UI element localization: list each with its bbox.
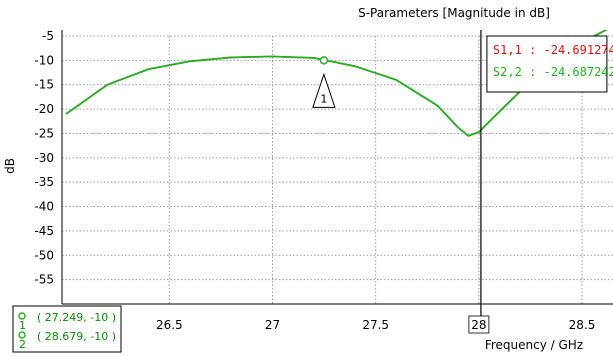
marker-flag[interactable] [312, 72, 336, 108]
readout-frame [486, 35, 608, 93]
marker-legend-icon [18, 331, 26, 339]
y-tick-label: -15 [34, 78, 54, 92]
marker-legend-frame [12, 305, 122, 353]
y-tick-label: -50 [34, 248, 54, 262]
y-tick-label: -10 [34, 53, 54, 67]
grid-lines [62, 35, 613, 304]
marker-point[interactable] [319, 56, 329, 65]
y-axis-label: dB [3, 158, 17, 174]
cursor-readout-text: S2,2 : -24.687242 [493, 65, 613, 79]
marker-legend-number: 2 [19, 338, 26, 351]
marker-flag-label: 1 [320, 92, 327, 105]
plot-frame [61, 30, 613, 305]
y-tick-label: -20 [34, 102, 54, 116]
y-tick-label: -25 [34, 126, 54, 140]
marker-legend-text: ( 28.679, -10 ) [37, 330, 116, 343]
chart-title: S-Parameters [Magnitude in dB] [358, 6, 550, 20]
x-axis-label: Frequency / GHz [485, 338, 583, 352]
marker-layer[interactable]: 1 [312, 56, 336, 108]
marker-legend-box: 1 ( 27.249, -10 ) 2 ( 28.679, -10 ) [12, 305, 122, 353]
y-tick-label: -30 [34, 151, 54, 165]
y-tick-label: -55 [34, 273, 54, 287]
x-tick-label: 27 [265, 318, 280, 332]
tick-labels: -5 -10 -15 -20 -25 -30 -35 -40 -45 -50 -55 26.5 27 27… [34, 29, 596, 334]
y-tick-label: -45 [34, 224, 54, 238]
cursor-x-label-box [468, 315, 490, 334]
marker-legend-number: 1 [19, 319, 26, 332]
marker-legend-icon [18, 312, 26, 320]
x-tick-label: 28.5 [569, 318, 596, 332]
y-tick-label: -35 [34, 175, 54, 189]
cursor-x-tick-label: 28 [471, 318, 486, 332]
y-tick-label: -40 [34, 200, 54, 214]
x-tick-label: 27.5 [362, 318, 389, 332]
cursor-readout-text: S1,1 : -24.691274 [493, 43, 613, 57]
cursor-readout-box: S1,1 : -24.691274 S2,2 : -24.687242 [486, 35, 613, 93]
y-tick-label: -5 [42, 29, 54, 43]
marker-legend-text: ( 27.249, -10 ) [37, 311, 116, 324]
x-tick-label: 26.5 [156, 318, 183, 332]
